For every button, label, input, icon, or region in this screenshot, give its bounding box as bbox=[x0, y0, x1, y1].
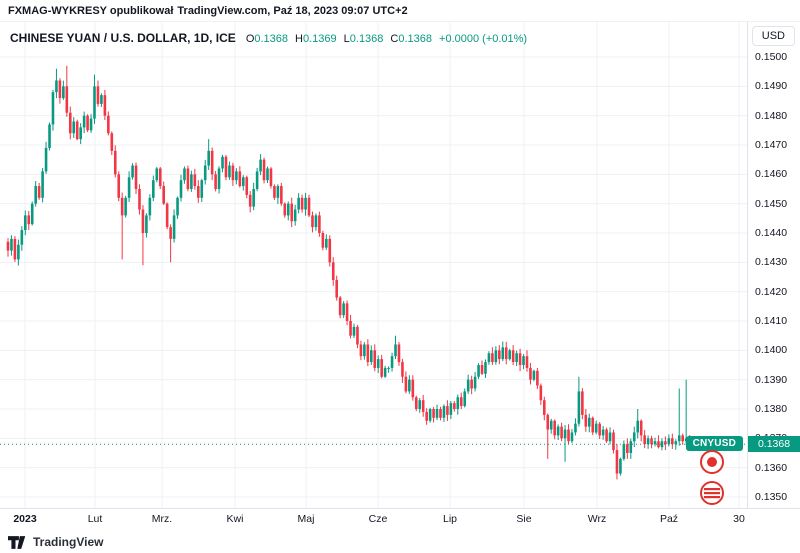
price-tick-label: 0.1390 bbox=[755, 373, 788, 386]
time-tick-label: 30 bbox=[733, 513, 745, 525]
price-tick-label: 0.1420 bbox=[755, 285, 788, 298]
publish-source-link[interactable]: TradingView.com, Paź 18, 2023 09:07 UTC+… bbox=[177, 4, 408, 17]
instrument-logos bbox=[700, 450, 724, 505]
ohlc-close-value: 0.1368 bbox=[398, 33, 433, 45]
price-tick-label: 0.1350 bbox=[755, 491, 788, 503]
ohlc-open-label: O bbox=[245, 33, 255, 45]
symbol-title[interactable]: CHINESE YUAN / U.S. DOLLAR, 1D, ICE bbox=[10, 31, 236, 45]
ohlc-high-label: H bbox=[295, 33, 303, 45]
time-tick-label: Lut bbox=[87, 513, 103, 525]
price-tick-label: 0.1440 bbox=[755, 227, 788, 239]
time-tick-label: Mrz. bbox=[151, 513, 173, 525]
cny-flag-icon bbox=[700, 450, 724, 474]
footer-bar: TradingView bbox=[0, 531, 800, 553]
time-tick-label: Cze bbox=[368, 513, 388, 525]
price-tick-label: 0.1410 bbox=[755, 315, 788, 327]
price-tick-label: 0.1400 bbox=[755, 344, 788, 357]
last-price-axis-label: 0.1368 bbox=[748, 436, 800, 453]
price-tick-label: 0.1480 bbox=[755, 109, 788, 122]
price-tick-label: 0.1360 bbox=[755, 461, 788, 474]
tradingview-brand-text[interactable]: TradingView bbox=[33, 535, 104, 549]
change-value: +0.0000 (+0.01%) bbox=[439, 33, 528, 45]
attribution-bar: FXMAG-WYKRESY opublikował TradingView.co… bbox=[0, 0, 800, 22]
price-tick-label: 0.1380 bbox=[755, 403, 788, 415]
chart-legend: CHINESE YUAN / U.S. DOLLAR, 1D, ICE O0.1… bbox=[10, 31, 527, 45]
time-axis[interactable]: 2023 Lut Mrz. Kwi Maj Cze Lip Sie Wrz Paź 30 bbox=[0, 508, 800, 531]
time-tick-label: Kwi bbox=[226, 513, 244, 525]
price-tick-label: 0.1430 bbox=[755, 256, 788, 269]
ohlc-values: O0.1368 H0.1369 L0.1368 C0.1368 +0.0000 (+0.… bbox=[246, 33, 527, 45]
usd-flag-icon bbox=[700, 481, 724, 505]
price-axis[interactable]: 0.1368 0.1500 0.1490 0.1480 0.1470 0.1460 0.1… bbox=[747, 22, 800, 509]
tradingview-logo-icon[interactable] bbox=[8, 535, 28, 549]
symbol-price-badge: CNYUSD bbox=[685, 436, 743, 452]
ohlc-open-value: 0.1368 bbox=[254, 33, 289, 45]
candlestick-chart[interactable] bbox=[0, 22, 747, 509]
time-tick-label: Maj bbox=[297, 513, 315, 525]
currency-toggle-button[interactable]: USD bbox=[751, 26, 795, 46]
ohlc-low-value: 0.1368 bbox=[349, 33, 384, 45]
ohlc-low-label: L bbox=[343, 33, 350, 45]
candlestick-series bbox=[6, 65, 698, 480]
ohlc-close-label: C bbox=[390, 33, 399, 45]
time-tick-label: Lip bbox=[442, 513, 458, 525]
ohlc-high-value: 0.1369 bbox=[302, 33, 337, 45]
time-tick-label: Sie bbox=[516, 513, 532, 525]
time-tick-label: Paź bbox=[659, 513, 679, 525]
price-tick-label: 0.1500 bbox=[755, 51, 788, 63]
time-tick-label: 2023 bbox=[13, 513, 37, 525]
publisher-name: FXMAG-WYKRESY opublikował bbox=[8, 4, 174, 17]
time-tick-label: Wrz bbox=[587, 513, 607, 525]
price-tick-label: 0.1470 bbox=[755, 139, 788, 151]
chart-container: CHINESE YUAN / U.S. DOLLAR, 1D, ICE O0.1… bbox=[0, 22, 800, 531]
price-tick-label: 0.1450 bbox=[755, 197, 788, 210]
price-tick-label: 0.1460 bbox=[755, 168, 788, 181]
price-tick-label: 0.1490 bbox=[755, 80, 788, 93]
